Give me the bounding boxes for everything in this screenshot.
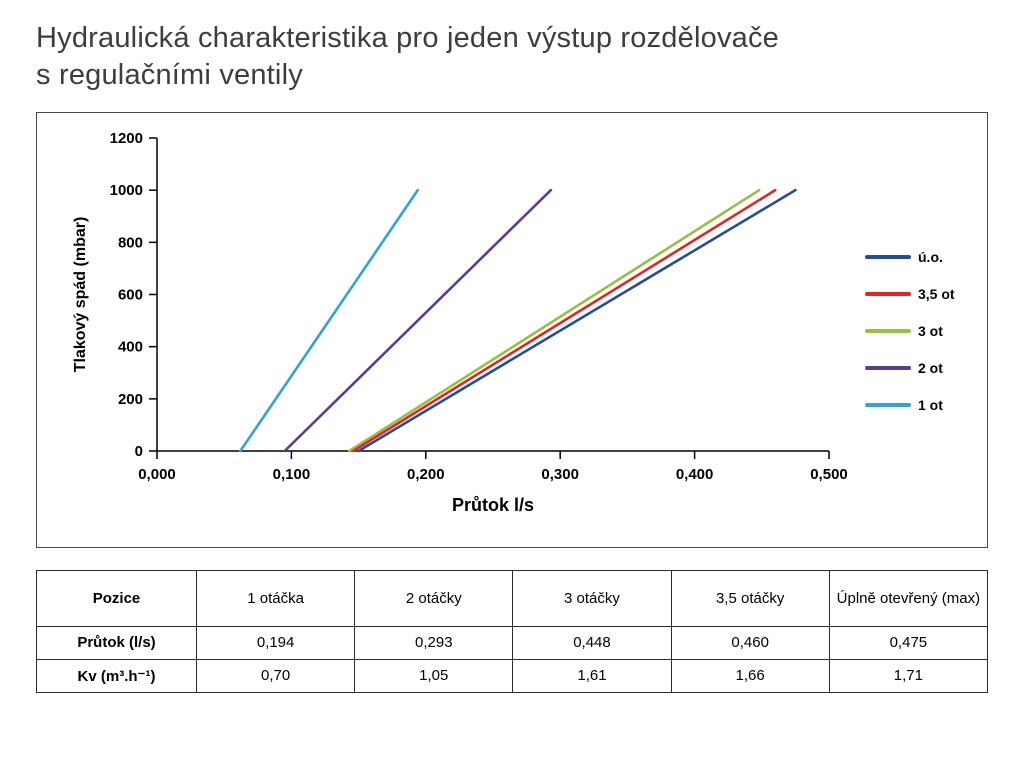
legend-line-swatch bbox=[865, 365, 911, 370]
y-tick-label: 0 bbox=[135, 443, 143, 460]
table-row-label: Kv (m³.h⁻¹) bbox=[36, 658, 197, 693]
series-line bbox=[347, 188, 761, 452]
legend-label: 3 ot bbox=[918, 322, 943, 339]
x-tick-label: 0,300 bbox=[541, 466, 579, 483]
y-tick-label: 400 bbox=[118, 338, 143, 355]
y-tick-label: 800 bbox=[118, 234, 143, 251]
table-row: Průtok (l/s) 0,194 0,293 0,448 0,460 0,475 bbox=[36, 625, 989, 660]
table-row: Kv (m³.h⁻¹) 0,70 1,05 1,61 1,66 1,71 bbox=[36, 658, 989, 693]
page-title: Hydraulická charakteristika pro jeden vý… bbox=[36, 20, 988, 94]
x-tick-label: 0,000 bbox=[138, 466, 176, 483]
legend-item: 3 ot bbox=[865, 323, 955, 339]
chart-legend: ú.o. 3,5 ot 3 ot 2 ot 1 ot bbox=[865, 249, 955, 413]
legend-label: 2 ot bbox=[918, 359, 943, 376]
legend-label: 1 ot bbox=[918, 396, 943, 413]
page-title-line2: s regulačními ventily bbox=[36, 58, 303, 91]
series-line bbox=[239, 188, 420, 452]
page-title-line1: Hydraulická charakteristika pro jeden vý… bbox=[36, 22, 779, 54]
x-tick-label: 0,200 bbox=[407, 466, 445, 483]
legend-item: 3,5 ot bbox=[865, 286, 955, 302]
chart-container: 0 200 400 600 800 1000 1200 0,000 0,100 0,200 0,30… bbox=[36, 111, 988, 548]
table-row-label: Průtok (l/s) bbox=[36, 625, 197, 660]
table-cell: 0,70 bbox=[195, 658, 356, 693]
table-header-cell: Úplně otevřený (max) bbox=[828, 569, 989, 627]
table-header-cell: 3 otáčky bbox=[512, 569, 672, 627]
table-cell: 0,448 bbox=[512, 625, 672, 660]
x-tick-label: 0,100 bbox=[273, 466, 311, 483]
table-cell: 1,61 bbox=[512, 658, 672, 693]
x-tick-label: 0,500 bbox=[810, 466, 848, 483]
legend-line-swatch bbox=[865, 254, 911, 259]
y-tick-label: 1000 bbox=[110, 182, 143, 199]
table-header-cell: 3,5 otáčky bbox=[670, 569, 830, 627]
table-cell: 1,05 bbox=[354, 658, 514, 693]
x-tick-label: 0,400 bbox=[676, 466, 714, 483]
series-line bbox=[351, 188, 777, 452]
legend-line-swatch bbox=[865, 328, 911, 333]
legend-line-swatch bbox=[865, 402, 911, 407]
legend-item: 1 ot bbox=[865, 397, 955, 413]
table-cell: 0,475 bbox=[828, 625, 989, 660]
table-header-row: Pozice 1 otáčka 2 otáčky 3 otáčky 3,5 otáčky… bbox=[36, 569, 989, 627]
line-chart: 0 200 400 600 800 1000 1200 0,000 0,100 0,200 0,30… bbox=[72, 130, 848, 515]
series-line bbox=[357, 188, 797, 452]
x-axis-title: Průtok l/s bbox=[452, 495, 534, 515]
page: Hydraulická charakteristika pro jeden vý… bbox=[36, 20, 989, 693]
series-line bbox=[283, 188, 553, 452]
table-cell: 1,66 bbox=[670, 658, 830, 693]
y-axis-title: Tlakový spád (mbar) bbox=[72, 216, 89, 372]
table-cell: 0,293 bbox=[354, 625, 514, 660]
y-tick-label: 1200 bbox=[110, 130, 143, 147]
table-header-cell: 2 otáčky bbox=[354, 569, 514, 627]
y-tick-label: 600 bbox=[118, 286, 143, 303]
legend-item: ú.o. bbox=[865, 249, 955, 265]
data-table: Pozice 1 otáčka 2 otáčky 3 otáčky 3,5 otáčky… bbox=[36, 569, 989, 693]
legend-item: 2 ot bbox=[865, 360, 955, 376]
legend-label: 3,5 ot bbox=[918, 285, 955, 302]
table-header-pozice: Pozice bbox=[36, 569, 197, 627]
legend-label: ú.o. bbox=[918, 248, 943, 265]
y-tick-label: 200 bbox=[118, 390, 143, 407]
legend-line-swatch bbox=[865, 291, 911, 296]
table-cell: 0,194 bbox=[195, 625, 356, 660]
table-cell: 1,71 bbox=[828, 658, 989, 693]
table-cell: 0,460 bbox=[670, 625, 830, 660]
table-header-cell: 1 otáčka bbox=[195, 569, 356, 627]
